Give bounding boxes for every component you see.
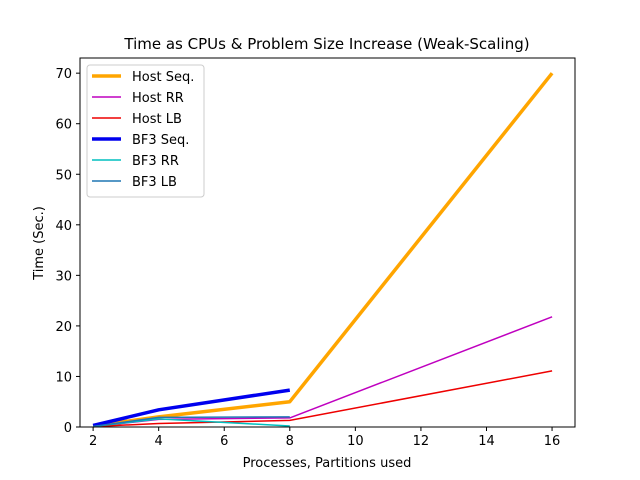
x-tick-label: 14 (478, 434, 495, 449)
x-axis-title: Processes, Partitions used (243, 456, 412, 471)
x-tick-label: 8 (286, 434, 294, 449)
x-tick-label: 2 (89, 434, 97, 449)
legend: Host Seq. Host RR Host LB BF3 Seq. BF3 RR BF3… (86, 64, 205, 198)
x-tick-label: 4 (155, 434, 163, 449)
plot-area: 2 4 6 8 10 12 14 16 0 10 20 30 40 50 60 70 (55, 57, 576, 449)
legend-label-4: BF3 RR (132, 154, 179, 169)
legend-label-2: Host LB (132, 112, 182, 127)
legend-box (86, 64, 205, 198)
y-tick-label: 40 (55, 219, 72, 234)
x-tick-label: 12 (413, 434, 430, 449)
y-axis-title: Time (Sec.) (32, 206, 47, 281)
y-tick-label: 50 (55, 168, 72, 183)
y-tick-label: 10 (55, 370, 72, 385)
series-line-5 (92, 416, 290, 428)
y-tick-label: 0 (64, 421, 72, 436)
x-tick-label: 6 (220, 434, 228, 449)
x-tick-label: 10 (347, 434, 364, 449)
axes-frame (79, 57, 576, 428)
y-tick-label: 70 (55, 67, 72, 82)
legend-label-3: BF3 Seq. (132, 133, 189, 148)
y-tick-label: 60 (55, 118, 72, 133)
legend-label-1: Host RR (132, 91, 184, 106)
y-tick-label: 30 (55, 269, 72, 284)
legend-label-5: BF3 LB (132, 175, 177, 190)
x-tick-label: 16 (544, 434, 561, 449)
legend-label-0: Host Seq. (132, 70, 194, 85)
y-tick-label: 20 (55, 320, 72, 335)
chart-title: Time as CPUs & Problem Size Increase (We… (123, 35, 529, 53)
series-line-3 (92, 388, 291, 428)
